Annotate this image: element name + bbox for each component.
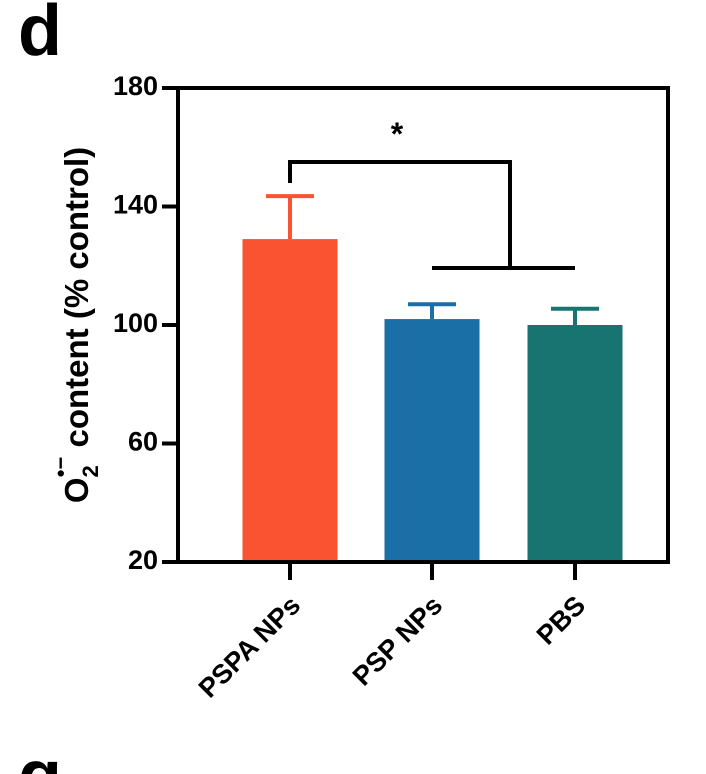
panel-label: g (18, 736, 62, 774)
bar (242, 239, 338, 562)
y-tick-label: 60 (128, 427, 158, 457)
y-tick-label: 20 (128, 545, 158, 575)
y-label-part: content (% control) (58, 147, 95, 457)
bar (384, 319, 480, 562)
bar (527, 325, 623, 562)
x-tick-label: PSPA NPs (193, 590, 307, 704)
x-tick-label: PBS (531, 590, 591, 650)
significance-bracket (288, 160, 575, 270)
y-tick-label: 180 (113, 71, 158, 101)
y-label-part: O (58, 477, 95, 503)
y-tick-label: 140 (113, 190, 158, 220)
x-tick-label: PSP NPs (347, 590, 449, 692)
y-label-part: 2 (78, 465, 103, 477)
y-tick-label: 100 (113, 308, 158, 338)
y-axis-label: O2 •− content (% control) (48, 147, 103, 503)
plot-frame (176, 86, 670, 564)
panel-label: d (18, 0, 62, 71)
significance-star: * (391, 116, 404, 152)
y-label-part: •− (48, 457, 73, 478)
